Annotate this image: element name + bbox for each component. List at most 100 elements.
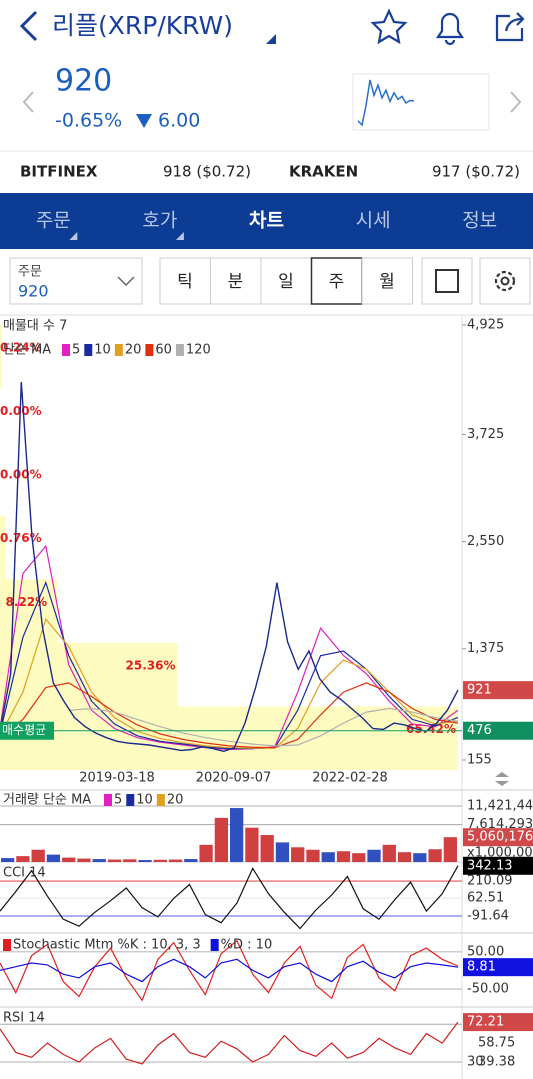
- volume-bar: [199, 844, 213, 862]
- y-tick-label: 155: [467, 753, 492, 768]
- volume-bar: [306, 849, 320, 862]
- tab[interactable]: 호가: [142, 210, 177, 232]
- title-dropdown[interactable]: [266, 34, 276, 44]
- legend-swatch: [84, 344, 93, 356]
- next-button[interactable]: [510, 91, 522, 113]
- period-button[interactable]: [159, 257, 211, 305]
- volume-bar: [107, 859, 122, 862]
- volume-profile-label: 0.24%: [0, 341, 42, 355]
- value-box-label: 72.21: [467, 1015, 504, 1030]
- period-label: 일: [278, 272, 294, 292]
- volume-bar: [397, 852, 412, 862]
- ma-label: 단순 MA: [3, 343, 51, 358]
- series-name: Stochastic Mtm %K : 10, 3, 3: [13, 938, 201, 953]
- volume-bar: [413, 853, 427, 862]
- period-label: 분: [228, 272, 244, 292]
- volume-bar: [245, 827, 259, 862]
- prev-button[interactable]: [22, 91, 34, 113]
- period-button[interactable]: [361, 257, 413, 305]
- x-tick-label: 2022-02-28: [312, 771, 388, 786]
- legend-label: 10: [94, 343, 111, 358]
- exchange-name: KRAKEN: [289, 163, 358, 181]
- tab-menu-arrow: [69, 232, 78, 240]
- settings-icon: [494, 270, 516, 292]
- chart-title: 거래량 단순 MA: [3, 793, 91, 808]
- volume-profile-label: 8.22%: [6, 595, 48, 609]
- volume-bar: [291, 847, 305, 862]
- series-name: RSI 14: [3, 1011, 45, 1026]
- legend-label: 10: [136, 793, 153, 808]
- alert-icon[interactable]: [435, 12, 465, 46]
- charts: 0.24%0.00%0.00%0.76%8.22%25.36%65.42%4,9…: [0, 318, 533, 1070]
- signal-label: 39.38: [478, 1055, 515, 1070]
- x-tick-label: 2019-03-18: [79, 771, 155, 786]
- mini-chart-frame: [352, 73, 490, 131]
- volume-bar: [443, 837, 457, 862]
- volume-bar: [275, 842, 290, 862]
- y-tick-label: 3,725: [467, 427, 504, 442]
- y-tick-label: 2,550: [467, 534, 504, 549]
- period-button[interactable]: [310, 257, 363, 305]
- share-icon[interactable]: [495, 12, 525, 42]
- legend-label: 5: [114, 793, 122, 808]
- ma-line: [0, 617, 459, 749]
- volume-bar: [260, 835, 274, 862]
- exchange-value: 918 ($0.72): [163, 163, 251, 181]
- legend-swatch: [156, 794, 165, 806]
- title: 리플(XRP/KRW): [52, 11, 233, 40]
- favorite-icon[interactable]: [370, 8, 408, 45]
- layout-icon: [435, 269, 459, 293]
- settings-button[interactable]: [479, 257, 531, 305]
- period-button[interactable]: [260, 257, 312, 305]
- order-label: 주문: [18, 265, 42, 280]
- legend-label: 120: [186, 343, 211, 358]
- volume-bar: [230, 808, 244, 862]
- legend-swatch: [175, 344, 184, 356]
- volume-profile-bar: [0, 706, 458, 770]
- volume-profile-label: 25.36%: [126, 658, 176, 672]
- tab[interactable]: 정보: [462, 210, 497, 232]
- legend-label: 60: [155, 343, 172, 358]
- value-box: [463, 1013, 533, 1032]
- volume-bar: [31, 849, 45, 862]
- volume-profile-label: 0.76%: [0, 531, 42, 545]
- value-box: [463, 958, 533, 977]
- volume-bar: [168, 859, 183, 862]
- legend-swatch: [145, 344, 154, 356]
- x-tick-label: 2020-09-07: [196, 771, 272, 786]
- volume-bar: [77, 858, 91, 862]
- tab[interactable]: 주문: [36, 210, 71, 232]
- y-tick-label: -50.00: [467, 982, 509, 997]
- volume-bar: [62, 857, 76, 862]
- tab[interactable]: 시세: [356, 210, 391, 232]
- volume-profile-label: 65.42%: [406, 722, 456, 736]
- legend-swatch: [126, 794, 135, 806]
- period-button[interactable]: [210, 257, 262, 305]
- change-pct: -0.65%: [55, 110, 122, 132]
- volume-bar: [138, 860, 152, 862]
- y-tick-label: 210.09: [467, 874, 513, 889]
- volume-bar: [352, 853, 366, 862]
- tab[interactable]: 차트: [249, 210, 284, 232]
- volume-bar: [428, 849, 442, 862]
- order-dropdown[interactable]: [9, 257, 143, 305]
- legend-swatch: [114, 344, 123, 356]
- indicator-line: [0, 865, 459, 930]
- value-box-label: 5,060,176: [467, 830, 533, 845]
- avg-label: 매수평균: [2, 723, 46, 737]
- value-box: [463, 828, 533, 847]
- value-box: [463, 856, 533, 875]
- value-box: [463, 681, 533, 700]
- value-box-label: 921: [467, 683, 492, 698]
- value-box-label: 342.13: [467, 858, 513, 873]
- layout-button[interactable]: [421, 257, 473, 305]
- legend-label: 5: [72, 343, 80, 358]
- tab-menu-arrow: [175, 232, 184, 240]
- series-name: CCI 14: [3, 866, 46, 881]
- order-value: 920: [18, 282, 49, 301]
- period-label: 틱: [177, 272, 193, 292]
- back-button[interactable]: [19, 10, 38, 42]
- change: 6.00: [158, 110, 200, 132]
- y-tick-label: 62.51: [467, 891, 504, 906]
